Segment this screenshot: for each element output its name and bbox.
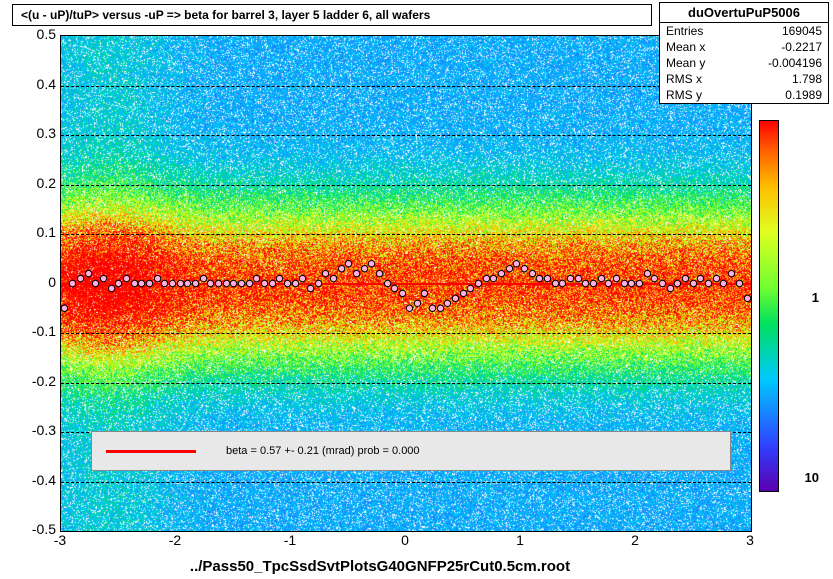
colorbar	[759, 120, 779, 492]
x-tick-label: -1	[275, 532, 305, 548]
stats-row: Mean x -0.2217	[660, 39, 828, 55]
stats-val: -0.004196	[768, 56, 822, 70]
x-tick-label: 1	[505, 532, 535, 548]
grid-line	[61, 383, 751, 384]
y-tick-label: 0.2	[0, 175, 56, 191]
grid-line	[61, 333, 751, 334]
y-tick-label: 0.5	[0, 26, 56, 42]
x-tick-label: -2	[160, 532, 190, 548]
stats-val: -0.2217	[781, 40, 822, 54]
legend-text: beta = 0.57 +- 0.21 (mrad) prob = 0.000	[226, 445, 420, 457]
y-tick-label: -0.1	[0, 323, 56, 339]
stats-val: 1.798	[792, 72, 822, 86]
stats-val: 0.1989	[785, 88, 822, 102]
grid-line	[61, 86, 751, 87]
x-tick-label: 0	[390, 532, 420, 548]
y-tick-label: 0.1	[0, 224, 56, 240]
figure-root: <(u - uP)/tuP> versus -uP => beta for ba…	[0, 0, 833, 579]
stats-box: duOvertuPuP5006 Entries 169045 Mean x -0.22…	[659, 2, 829, 104]
y-tick-label: 0	[0, 274, 56, 290]
stats-key: RMS y	[666, 88, 702, 102]
grid-line	[61, 135, 751, 136]
stats-header: duOvertuPuP5006	[660, 3, 828, 23]
grid-line	[61, 482, 751, 483]
stats-key: Mean x	[666, 40, 705, 54]
stats-row: RMS x 1.798	[660, 71, 828, 87]
y-tick-label: -0.2	[0, 373, 56, 389]
stats-key: Entries	[666, 24, 703, 38]
x-tick-label: 2	[620, 532, 650, 548]
fit-legend: beta = 0.57 +- 0.21 (mrad) prob = 0.000	[91, 431, 731, 471]
colorbar-tick: 1	[812, 290, 819, 305]
fit-line	[61, 283, 751, 285]
legend-line-sample	[106, 450, 196, 453]
stats-key: Mean y	[666, 56, 705, 70]
plot-area: beta = 0.57 +- 0.21 (mrad) prob = 0.000	[60, 35, 752, 532]
colorbar-tick: 10	[805, 470, 819, 485]
footer-path: ../Pass50_TpcSsdSvtPlotsG40GNFP25rCut0.5…	[0, 558, 760, 575]
stats-val: 169045	[782, 24, 822, 38]
grid-line	[61, 185, 751, 186]
x-tick-label: -3	[45, 532, 75, 548]
stats-row: Mean y -0.004196	[660, 55, 828, 71]
stats-key: RMS x	[666, 72, 702, 86]
plot-title: <(u - uP)/tuP> versus -uP => beta for ba…	[12, 4, 652, 26]
stats-row: Entries 169045	[660, 23, 828, 39]
grid-line	[61, 234, 751, 235]
y-tick-label: -0.3	[0, 422, 56, 438]
y-tick-label: 0.3	[0, 125, 56, 141]
stats-row: RMS y 0.1989	[660, 87, 828, 103]
y-tick-label: 0.4	[0, 76, 56, 92]
x-tick-label: 3	[735, 532, 765, 548]
y-tick-label: -0.4	[0, 472, 56, 488]
